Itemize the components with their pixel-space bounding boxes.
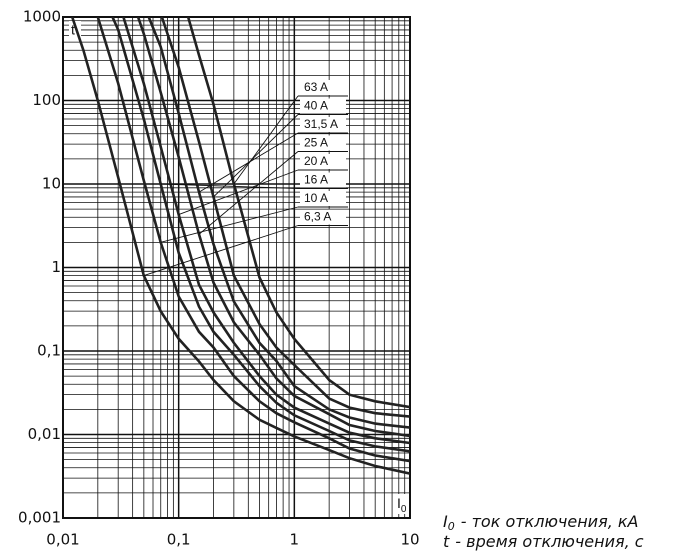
note-text: - ток отключения, кА [461, 512, 639, 531]
y-tick-label: 0,001 [18, 509, 61, 527]
y-tick-label: 100 [32, 91, 61, 109]
plot-frame [62, 16, 411, 519]
curve [160, 17, 410, 418]
axis-note: I0 - ток отключения, кА [443, 512, 638, 534]
x-tick-label: 10 [400, 531, 419, 549]
series-label: 25 A [304, 136, 328, 150]
y-tick-label: 1000 [23, 8, 61, 26]
series-label: 10 A [304, 191, 328, 205]
curve [111, 17, 410, 453]
label-bg [300, 172, 346, 188]
curve [96, 17, 410, 463]
label-bg [300, 191, 346, 206]
series-label: 40 A [304, 99, 328, 113]
series-label: 63 A [304, 80, 328, 94]
note-text: - время отключения, с [455, 532, 643, 551]
label-bg [300, 80, 346, 95]
curve [122, 17, 410, 445]
x-axis-label: I0 [397, 495, 407, 515]
label-bg [300, 135, 346, 151]
curve [186, 17, 410, 409]
leader-line [160, 183, 299, 189]
y-tick-label: 10 [42, 175, 61, 193]
leader-line [233, 95, 299, 185]
series-label: 20 A [304, 154, 328, 168]
axis-note: t - время отключения, с [443, 532, 644, 551]
y-tick-label: 0,01 [28, 425, 61, 443]
label-bg [394, 494, 408, 514]
leader-line [143, 225, 299, 277]
x-axis-symbol: I [397, 495, 401, 511]
series-label: 16 A [304, 173, 328, 187]
leader-line [198, 132, 299, 193]
x-tick-label: 0,01 [46, 531, 79, 549]
leader-line [213, 114, 299, 198]
curve [70, 17, 410, 475]
note-symbol: I [443, 512, 448, 531]
leader-line [160, 206, 299, 243]
leader-line [178, 169, 299, 216]
note-subscript: 0 [448, 520, 455, 533]
label-bg [300, 98, 346, 114]
y-tick-label: 0,1 [37, 342, 61, 360]
series-label: 6,3 A [304, 210, 331, 224]
leader-line [198, 151, 299, 235]
y-tick-label: 1 [51, 258, 61, 276]
curve [147, 17, 410, 429]
label-bg [300, 154, 346, 169]
x-axis-subscript: 0 [401, 504, 407, 515]
curve [136, 17, 410, 438]
series-label: 31,5 A [304, 117, 338, 131]
label-bg [300, 209, 346, 225]
label-bg [300, 117, 346, 132]
y-axis-label: t [71, 22, 75, 38]
curves [70, 17, 410, 475]
x-tick-label: 0,1 [167, 531, 191, 549]
note-symbol: t [443, 532, 450, 551]
x-tick-label: 1 [290, 531, 300, 549]
